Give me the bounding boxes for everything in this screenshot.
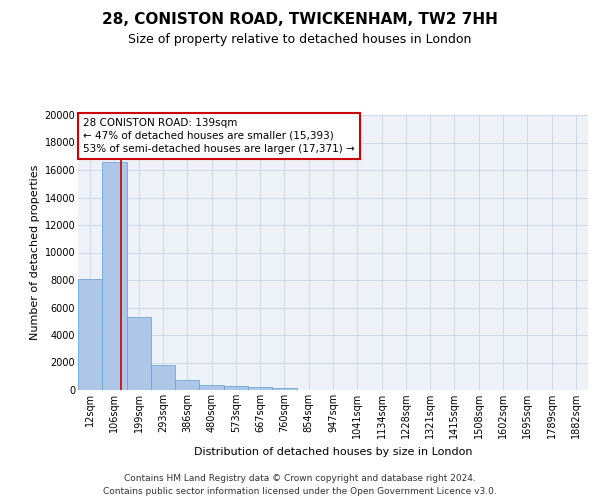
Text: Size of property relative to detached houses in London: Size of property relative to detached ho… (128, 32, 472, 46)
Bar (224, 386, 248, 390)
Bar (151, 364, 175, 390)
Bar (102, 162, 127, 390)
Text: 28 CONISTON ROAD: 139sqm
← 47% of detached houses are smaller (15,393)
53% of se: 28 CONISTON ROAD: 139sqm ← 47% of detach… (83, 118, 355, 154)
Bar (248, 387, 272, 390)
Text: 28, CONISTON ROAD, TWICKENHAM, TW2 7HH: 28, CONISTON ROAD, TWICKENHAM, TW2 7HH (102, 12, 498, 28)
X-axis label: Distribution of detached houses by size in London: Distribution of detached houses by size … (194, 446, 472, 456)
Text: Contains public sector information licensed under the Open Government Licence v3: Contains public sector information licen… (103, 488, 497, 496)
Bar (175, 380, 199, 390)
Y-axis label: Number of detached properties: Number of detached properties (31, 165, 40, 340)
Bar (199, 385, 224, 390)
Text: Contains HM Land Registry data © Crown copyright and database right 2024.: Contains HM Land Registry data © Crown c… (124, 474, 476, 483)
Bar (127, 317, 151, 390)
Bar (78, 278, 102, 390)
Bar (272, 388, 296, 390)
